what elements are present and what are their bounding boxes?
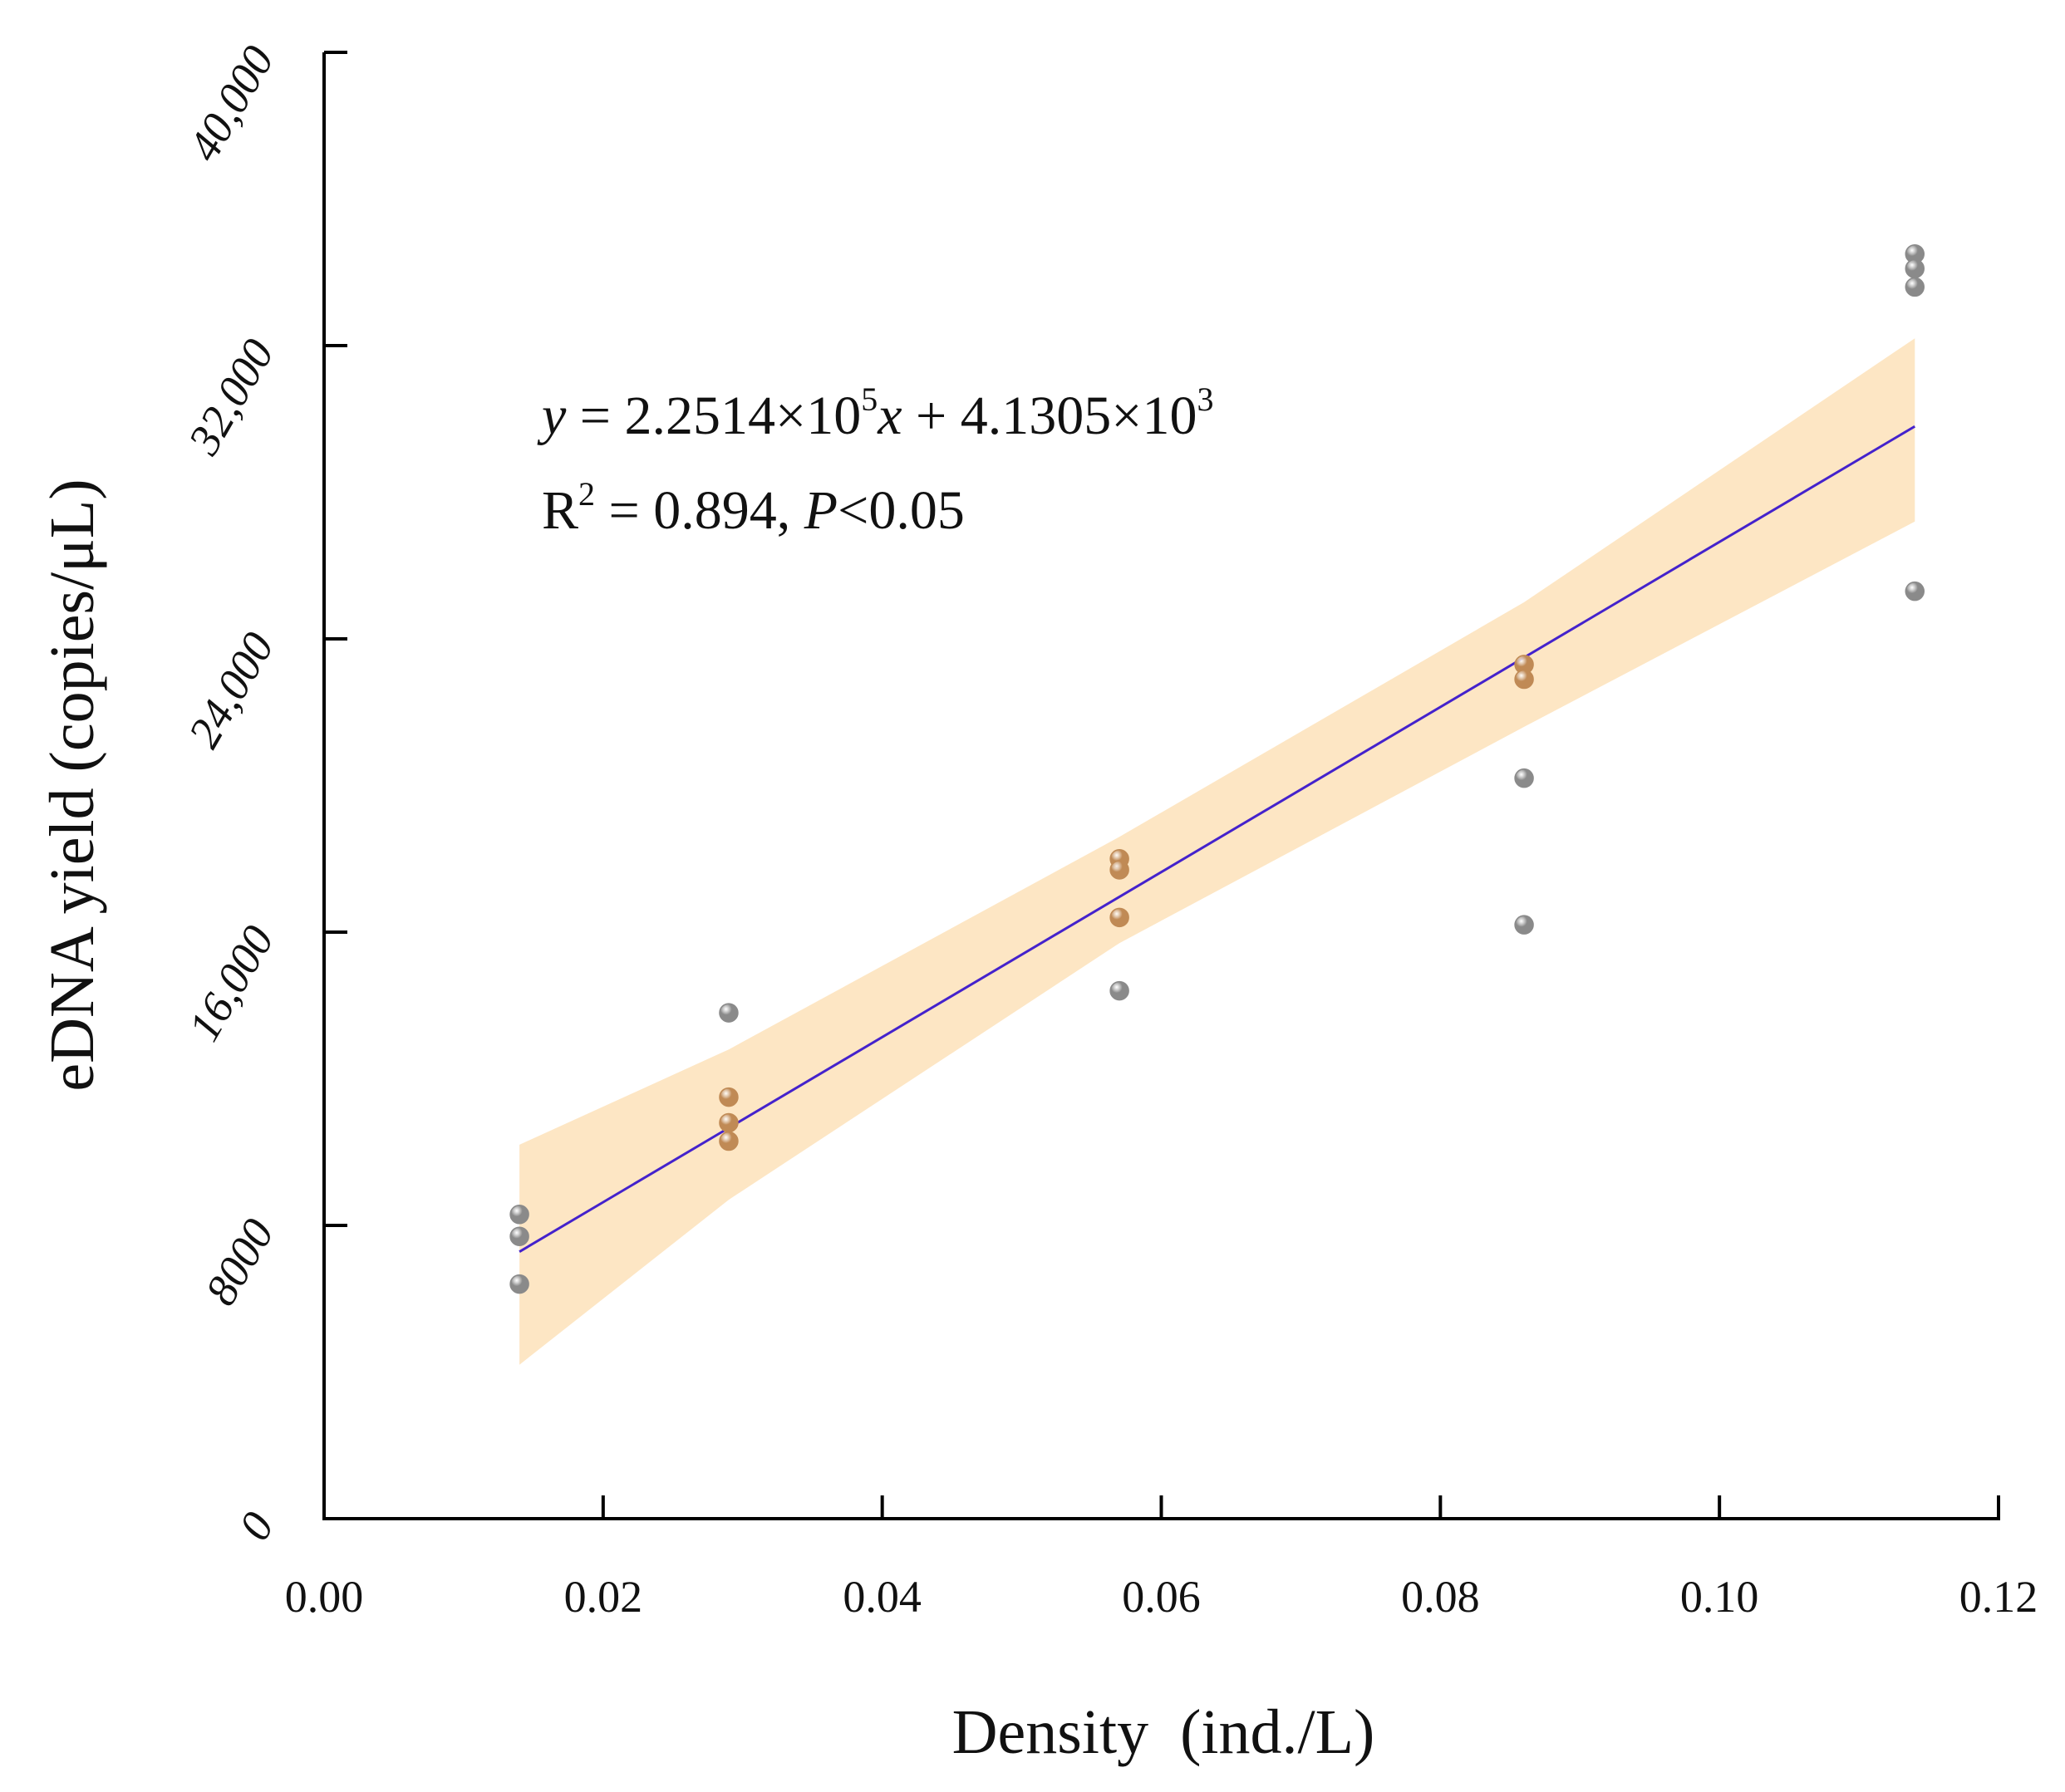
x-tick-label: 0.02 bbox=[564, 1572, 643, 1622]
equation-intercept: + 4.1305×10 bbox=[902, 385, 1197, 446]
data-point-gray bbox=[719, 1003, 739, 1023]
data-point-gray bbox=[1514, 915, 1534, 935]
equation-intercept-exponent: 3 bbox=[1197, 380, 1214, 418]
equation-x-var: x bbox=[877, 385, 902, 446]
data-point-brown bbox=[1514, 669, 1534, 690]
r-exponent: 2 bbox=[578, 475, 595, 513]
equation-slope: = 2.2514×10 bbox=[566, 385, 861, 446]
x-tick-label: 0.12 bbox=[1959, 1572, 2038, 1622]
y-tick-label: 32,000 bbox=[178, 331, 283, 463]
x-tick-label: 0.00 bbox=[285, 1572, 364, 1622]
x-tick-label: 0.06 bbox=[1122, 1572, 1201, 1622]
data-point-brown bbox=[1109, 907, 1129, 928]
regression-equation: y = 2.2514×105x + 4.1305×103 bbox=[537, 380, 1214, 446]
data-point-gray bbox=[1109, 980, 1129, 1001]
x-tick-label: 0.10 bbox=[1680, 1572, 1759, 1622]
data-point-gray bbox=[1514, 768, 1534, 788]
equation-slope-exponent: 5 bbox=[861, 380, 878, 418]
y-tick-label: 8000 bbox=[195, 1210, 283, 1313]
data-point-brown bbox=[719, 1112, 739, 1133]
data-point-brown bbox=[719, 1087, 739, 1107]
x-axis-title: Density (ind./L) bbox=[952, 1697, 1375, 1767]
r-squared-annotation: R2 = 0.894, P<0.05 bbox=[542, 475, 965, 541]
r-label: R bbox=[542, 480, 578, 541]
data-point-brown bbox=[1109, 860, 1129, 880]
y-tick-label: 24,000 bbox=[179, 624, 283, 756]
y-tick-label: 0 bbox=[229, 1504, 283, 1548]
data-point-gray bbox=[509, 1274, 529, 1294]
x-tick-label: 0.04 bbox=[843, 1572, 922, 1622]
y-axis-title: eDNA yield (copies/μL) bbox=[37, 479, 107, 1091]
data-point-gray bbox=[1905, 581, 1925, 601]
p-label: P bbox=[804, 480, 838, 541]
data-point-brown bbox=[719, 1131, 739, 1151]
data-point-gray bbox=[1905, 277, 1925, 297]
confidence-band bbox=[519, 338, 1915, 1365]
p-significance: <0.05 bbox=[838, 480, 965, 541]
data-point-gray bbox=[509, 1205, 529, 1225]
data-point-gray bbox=[1905, 258, 1925, 279]
equation-y-var: y bbox=[537, 385, 567, 446]
regression-line bbox=[519, 425, 1916, 1253]
r-squared-value: = 0.894, bbox=[595, 480, 804, 541]
y-tick-label: 16,000 bbox=[179, 917, 283, 1049]
x-tick-label: 0.08 bbox=[1401, 1572, 1480, 1622]
y-tick-label: 40,000 bbox=[179, 37, 283, 169]
data-point-gray bbox=[509, 1226, 529, 1246]
